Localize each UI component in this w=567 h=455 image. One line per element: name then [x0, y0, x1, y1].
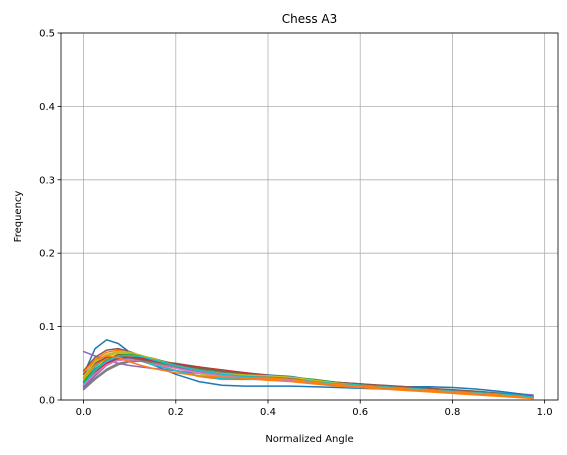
chart-title: Chess A3: [282, 12, 338, 26]
x-axis-label: Normalized Angle: [265, 434, 353, 445]
axis-ticks: 0.0 0.2 0.4 0.6 0.8 1.0 0.0 0.1 0.2 0.3 0.4 0.5: [39, 29, 552, 419]
series-line-21: [82, 355, 534, 400]
series-line-12: [82, 355, 534, 400]
y-tick-label: 0.0: [39, 396, 55, 407]
y-tick-label: 0.3: [39, 175, 55, 186]
x-tick-label: 0.0: [76, 407, 92, 418]
grid-lines: [61, 32, 558, 401]
x-tick-label: 0.8: [444, 407, 460, 418]
y-tick-label: 0.2: [39, 249, 55, 260]
x-tick-label: 1.0: [537, 407, 553, 418]
y-axis-label: Frequency: [13, 191, 24, 243]
x-tick-label: 0.2: [168, 407, 184, 418]
series-lines: [82, 339, 534, 400]
x-tick-label: 0.6: [352, 407, 368, 418]
y-tick-label: 0.5: [39, 29, 55, 40]
y-tick-label: 0.4: [39, 102, 55, 113]
plot-frame: [60, 32, 559, 401]
y-tick-label: 0.1: [39, 322, 55, 333]
x-tick-label: 0.4: [260, 407, 276, 418]
